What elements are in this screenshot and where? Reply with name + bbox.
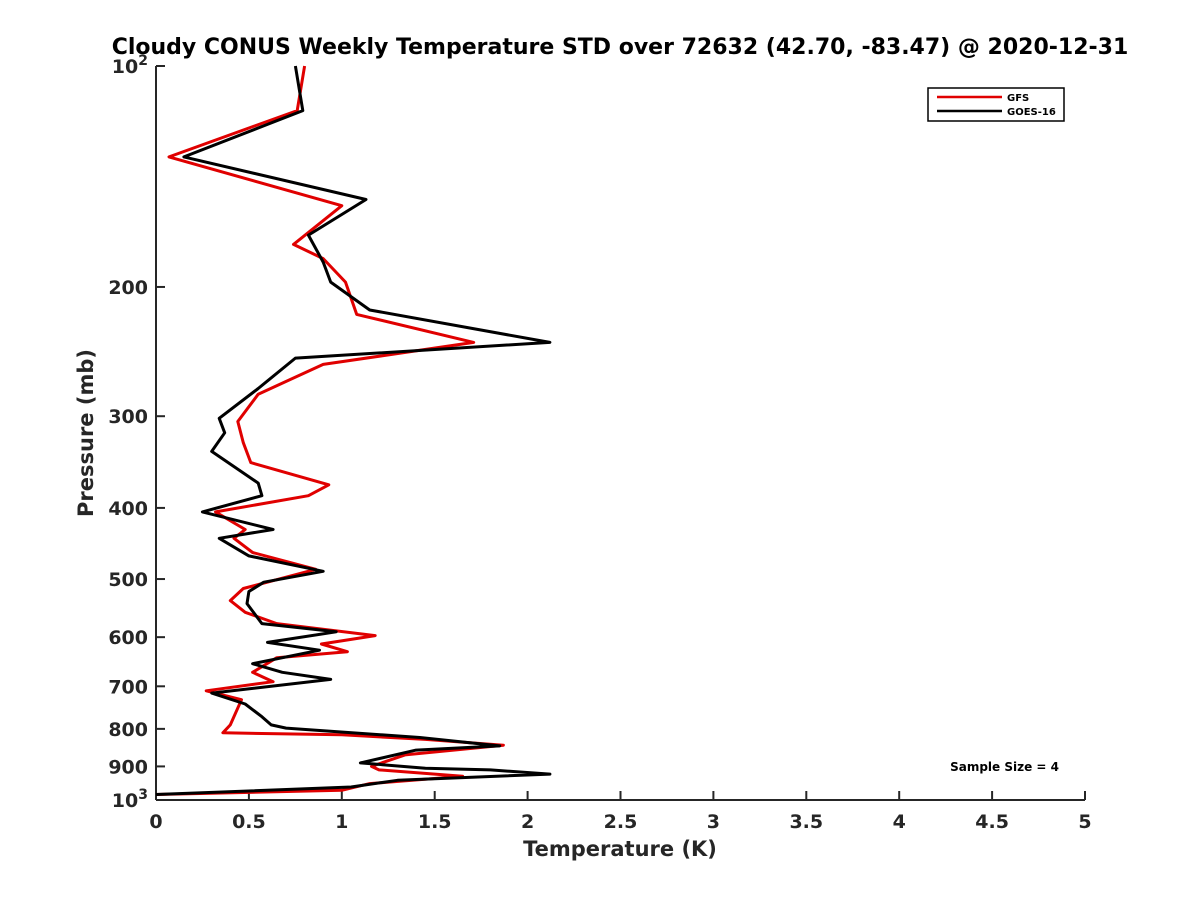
plot-area: 0 0.5 1 1.5 2 2.5 3 3.5 4 4.5 5 102 200 300 400 500 600… [108, 53, 1091, 833]
x-tick-label: 4.5 [975, 811, 1009, 833]
x-tick-label: 5 [1078, 811, 1091, 833]
y-axis-label: Pressure (mb) [74, 349, 98, 517]
series-layer [155, 65, 552, 796]
y-tick-label: 400 [108, 498, 148, 520]
x-tick-label: 0.5 [232, 811, 266, 833]
x-tick-label: 4 [893, 811, 906, 833]
y-tick-label: 800 [108, 719, 148, 741]
y-tick-label: 300 [108, 406, 148, 428]
x-tick-label: 3.5 [789, 811, 823, 833]
legend-box [927, 87, 1065, 122]
chart-title: Cloudy CONUS Weekly Temperature STD over… [112, 35, 1129, 60]
x-tick-label: 3 [707, 811, 720, 833]
y-ticks: 102 200 300 400 500 600 700 800 900 103 [108, 53, 165, 812]
x-tick-label: 1 [335, 811, 348, 833]
y-tick-label: 102 [112, 53, 148, 78]
y-tick-label: 500 [108, 569, 148, 591]
x-tick-label: 1.5 [418, 811, 452, 833]
y-tick-label: 600 [108, 627, 148, 649]
y-tick-label: 900 [108, 756, 148, 778]
legend-label-goes16: GOES-16 [1007, 107, 1056, 118]
series-line-gfs [155, 65, 505, 796]
y-tick-label: 103 [112, 787, 148, 812]
legend: GFS GOES-16 [927, 87, 1065, 122]
y-tick-label: 700 [108, 676, 148, 698]
x-ticks: 0 0.5 1 1.5 2 2.5 3 3.5 4 4.5 5 [149, 791, 1092, 833]
x-axis-label: Temperature (K) [523, 837, 717, 861]
y-tick-label: 200 [108, 277, 148, 299]
legend-label-gfs: GFS [1007, 93, 1029, 104]
x-tick-label: 0 [149, 811, 162, 833]
series-line-goes16 [155, 65, 552, 796]
x-tick-label: 2.5 [604, 811, 638, 833]
sample-size-annotation: Sample Size = 4 [950, 760, 1059, 774]
x-tick-label: 2 [521, 811, 534, 833]
